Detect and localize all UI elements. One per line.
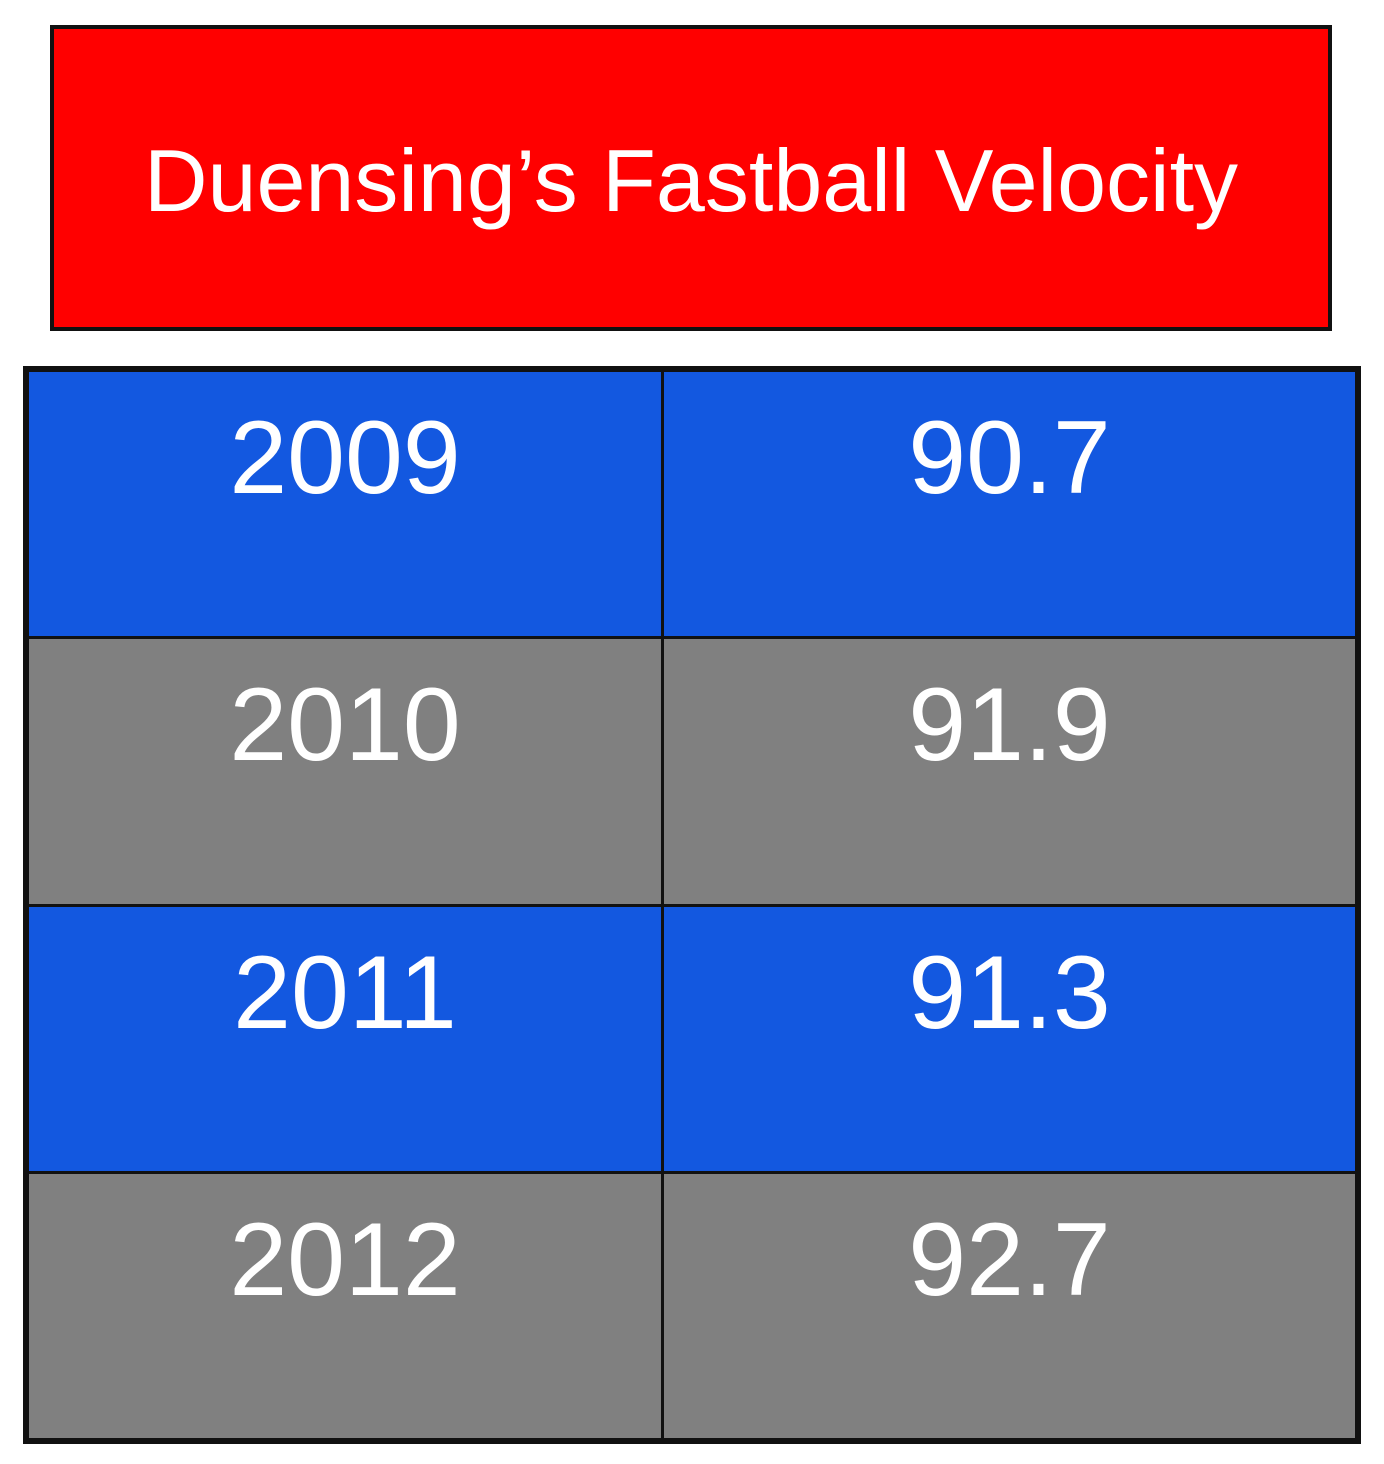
table-row: 2009 90.7 bbox=[29, 372, 1355, 637]
chart-title: Duensing’s Fastball Velocity bbox=[143, 131, 1239, 230]
year-cell: 2009 bbox=[29, 372, 661, 637]
velocity-cell: 91.3 bbox=[664, 906, 1355, 1171]
year-cell: 2011 bbox=[29, 906, 661, 1171]
year-cell: 2010 bbox=[29, 639, 661, 904]
year-label: 2011 bbox=[233, 934, 457, 1051]
year-label: 2010 bbox=[229, 667, 461, 784]
year-label: 2009 bbox=[229, 400, 461, 516]
table-row: 2012 92.7 bbox=[29, 1173, 1355, 1438]
year-label: 2012 bbox=[229, 1201, 461, 1318]
velocity-value: 92.7 bbox=[908, 1201, 1111, 1318]
velocity-value: 90.7 bbox=[908, 400, 1111, 516]
velocity-table: 2009 90.7 2010 91.9 2011 91.3 2012 92.7 bbox=[23, 366, 1361, 1444]
velocity-cell: 91.9 bbox=[664, 639, 1355, 904]
velocity-cell: 90.7 bbox=[664, 372, 1355, 637]
year-cell: 2012 bbox=[29, 1173, 661, 1438]
velocity-cell: 92.7 bbox=[664, 1173, 1355, 1438]
velocity-value: 91.3 bbox=[908, 934, 1111, 1051]
table-row: 2011 91.3 bbox=[29, 906, 1355, 1171]
table-row: 2010 91.9 bbox=[29, 639, 1355, 904]
velocity-value: 91.9 bbox=[908, 667, 1111, 784]
title-banner: Duensing’s Fastball Velocity bbox=[50, 25, 1332, 331]
